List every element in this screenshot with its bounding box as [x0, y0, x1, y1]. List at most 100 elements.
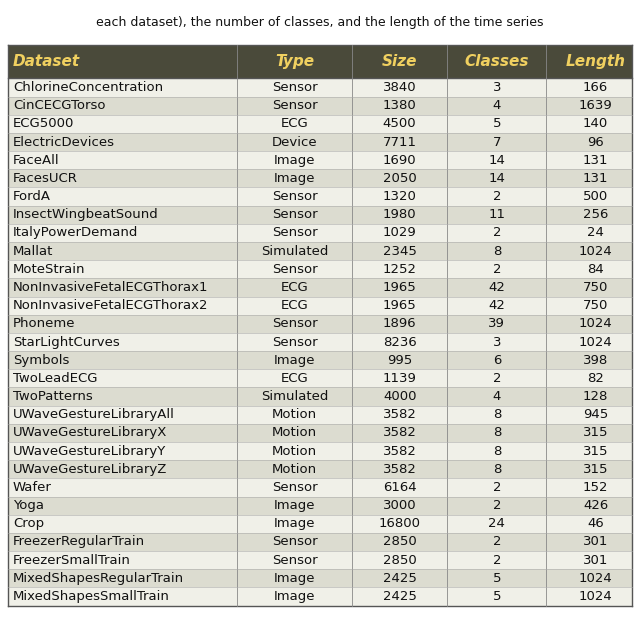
- Text: StarLightCurves: StarLightCurves: [13, 335, 120, 348]
- Text: 3582: 3582: [383, 463, 417, 476]
- FancyBboxPatch shape: [8, 242, 632, 260]
- Text: Mallat: Mallat: [13, 245, 53, 258]
- Text: 1024: 1024: [579, 318, 612, 331]
- Text: 301: 301: [583, 553, 608, 566]
- Text: TwoPatterns: TwoPatterns: [13, 390, 93, 403]
- Text: 7: 7: [493, 136, 501, 149]
- Text: 3: 3: [493, 335, 501, 348]
- Text: Sensor: Sensor: [272, 263, 317, 276]
- FancyBboxPatch shape: [8, 496, 632, 515]
- Text: 750: 750: [583, 281, 608, 294]
- FancyBboxPatch shape: [8, 424, 632, 442]
- FancyBboxPatch shape: [8, 45, 632, 79]
- Text: Motion: Motion: [272, 426, 317, 439]
- Text: UWaveGestureLibraryAll: UWaveGestureLibraryAll: [13, 408, 175, 421]
- Text: 1024: 1024: [579, 590, 612, 603]
- Text: 1965: 1965: [383, 299, 417, 312]
- Text: UWaveGestureLibraryX: UWaveGestureLibraryX: [13, 426, 167, 439]
- Text: Image: Image: [274, 499, 316, 512]
- Text: 1380: 1380: [383, 99, 417, 112]
- Text: 2: 2: [493, 481, 501, 494]
- Text: 46: 46: [588, 517, 604, 530]
- Text: Dataset: Dataset: [13, 54, 80, 69]
- Text: InsectWingbeatSound: InsectWingbeatSound: [13, 208, 159, 221]
- FancyBboxPatch shape: [8, 297, 632, 314]
- Text: FacesUCR: FacesUCR: [13, 172, 77, 185]
- FancyBboxPatch shape: [8, 442, 632, 460]
- Text: 315: 315: [583, 426, 609, 439]
- Text: 166: 166: [583, 81, 608, 94]
- FancyBboxPatch shape: [8, 587, 632, 605]
- FancyBboxPatch shape: [8, 170, 632, 188]
- Text: Device: Device: [272, 136, 317, 149]
- Text: 84: 84: [588, 263, 604, 276]
- Text: ECG: ECG: [280, 281, 308, 294]
- Text: Simulated: Simulated: [261, 390, 328, 403]
- Text: 1024: 1024: [579, 572, 612, 585]
- Text: 4: 4: [493, 99, 501, 112]
- Text: 2425: 2425: [383, 572, 417, 585]
- Text: Sensor: Sensor: [272, 335, 317, 348]
- Text: FordA: FordA: [13, 190, 51, 203]
- Text: 398: 398: [583, 353, 608, 366]
- Text: 3582: 3582: [383, 408, 417, 421]
- FancyBboxPatch shape: [8, 314, 632, 333]
- Text: Sensor: Sensor: [272, 535, 317, 548]
- Text: FreezerRegularTrain: FreezerRegularTrain: [13, 535, 145, 548]
- Text: 4500: 4500: [383, 118, 417, 131]
- Text: Motion: Motion: [272, 408, 317, 421]
- Text: 2850: 2850: [383, 535, 417, 548]
- FancyBboxPatch shape: [8, 97, 632, 115]
- Text: 131: 131: [583, 172, 609, 185]
- Text: 3000: 3000: [383, 499, 417, 512]
- FancyBboxPatch shape: [8, 224, 632, 242]
- Text: ECG: ECG: [280, 372, 308, 385]
- Text: 2: 2: [493, 263, 501, 276]
- Text: 1639: 1639: [579, 99, 612, 112]
- Text: 3840: 3840: [383, 81, 417, 94]
- Text: 140: 140: [583, 118, 608, 131]
- Text: Length: Length: [566, 54, 625, 69]
- Text: 82: 82: [587, 372, 604, 385]
- FancyBboxPatch shape: [8, 151, 632, 170]
- FancyBboxPatch shape: [8, 405, 632, 424]
- Text: Type: Type: [275, 54, 314, 69]
- Text: Simulated: Simulated: [261, 245, 328, 258]
- Text: MixedShapesSmallTrain: MixedShapesSmallTrain: [13, 590, 170, 603]
- Text: 11: 11: [488, 208, 506, 221]
- FancyBboxPatch shape: [8, 188, 632, 206]
- Text: 152: 152: [583, 481, 609, 494]
- FancyBboxPatch shape: [8, 515, 632, 533]
- Text: 2: 2: [493, 499, 501, 512]
- Text: 1980: 1980: [383, 208, 417, 221]
- Text: 2: 2: [493, 227, 501, 240]
- Text: 8: 8: [493, 426, 501, 439]
- FancyBboxPatch shape: [8, 478, 632, 496]
- Text: 8236: 8236: [383, 335, 417, 348]
- Text: Sensor: Sensor: [272, 208, 317, 221]
- Text: 4000: 4000: [383, 390, 417, 403]
- Text: Image: Image: [274, 172, 316, 185]
- Text: 8: 8: [493, 444, 501, 457]
- Text: Sensor: Sensor: [272, 481, 317, 494]
- Text: 3582: 3582: [383, 426, 417, 439]
- FancyBboxPatch shape: [8, 333, 632, 351]
- FancyBboxPatch shape: [8, 351, 632, 370]
- Text: 426: 426: [583, 499, 608, 512]
- Text: 1896: 1896: [383, 318, 417, 331]
- Text: Motion: Motion: [272, 463, 317, 476]
- Text: Yoga: Yoga: [13, 499, 44, 512]
- Text: Symbols: Symbols: [13, 353, 69, 366]
- Text: Sensor: Sensor: [272, 81, 317, 94]
- Text: UWaveGestureLibraryZ: UWaveGestureLibraryZ: [13, 463, 167, 476]
- Text: MixedShapesRegularTrain: MixedShapesRegularTrain: [13, 572, 184, 585]
- FancyBboxPatch shape: [8, 551, 632, 569]
- Text: 1139: 1139: [383, 372, 417, 385]
- Text: 3582: 3582: [383, 444, 417, 457]
- Text: Classes: Classes: [465, 54, 529, 69]
- Text: 96: 96: [588, 136, 604, 149]
- Text: NonInvasiveFetalECGThorax2: NonInvasiveFetalECGThorax2: [13, 299, 209, 312]
- FancyBboxPatch shape: [8, 115, 632, 133]
- Text: 945: 945: [583, 408, 608, 421]
- Text: 2050: 2050: [383, 172, 417, 185]
